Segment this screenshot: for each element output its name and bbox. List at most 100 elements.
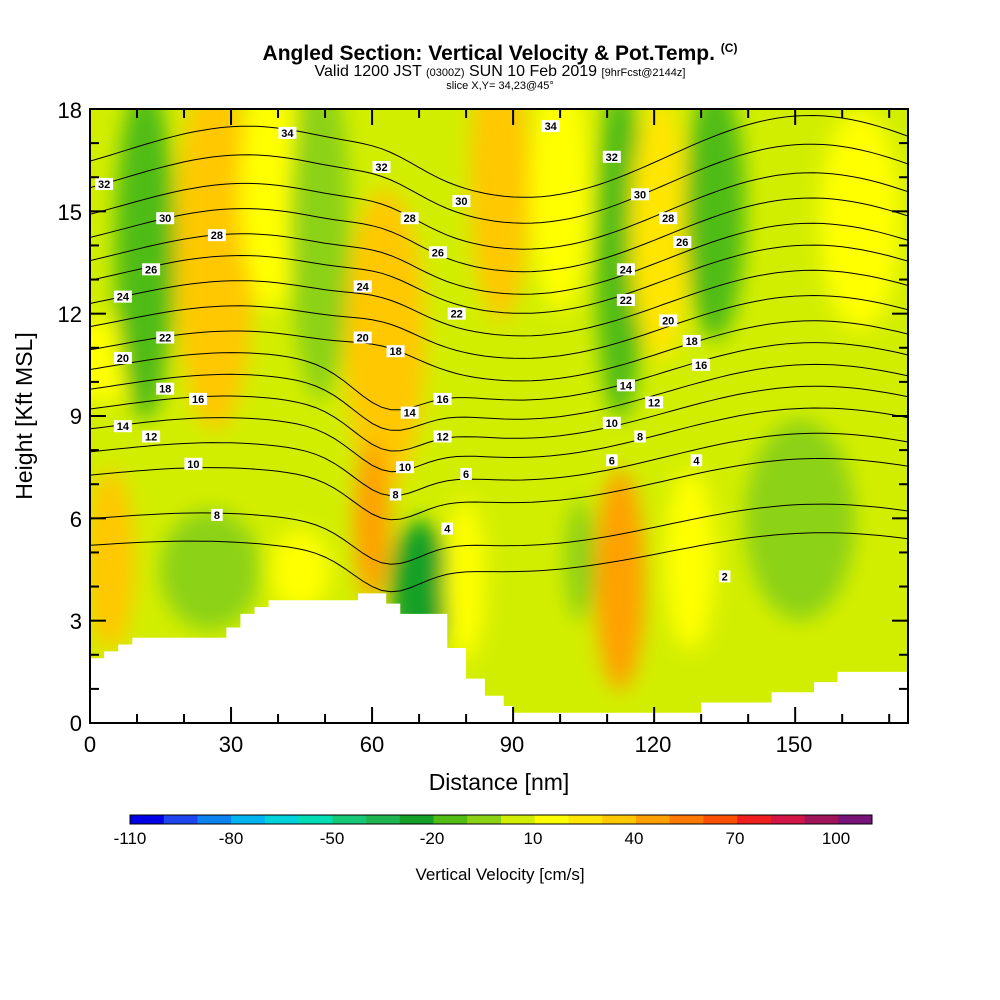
colorbar-swatch bbox=[669, 815, 704, 824]
theta-contour-line bbox=[90, 244, 908, 314]
vv-cell-negative-valley bbox=[565, 500, 595, 620]
colorbar-swatch bbox=[264, 815, 299, 824]
colorbar-swatch bbox=[635, 815, 670, 824]
contour-label-bg bbox=[156, 331, 175, 344]
contour-label: 14 bbox=[117, 421, 130, 433]
y-tick-label: 15 bbox=[58, 200, 82, 225]
theta-contour-line bbox=[90, 407, 908, 473]
vv-cell-negative-far bbox=[745, 420, 855, 620]
y-tick-label: 6 bbox=[70, 507, 82, 532]
contour-label-bg bbox=[113, 290, 132, 303]
contour-label-bg bbox=[634, 430, 646, 443]
contour-label-bg bbox=[682, 335, 701, 347]
colorbar-swatch bbox=[298, 815, 333, 824]
colorbar-swatch bbox=[130, 815, 165, 824]
colorbar-swatch bbox=[770, 815, 805, 824]
contour-label: 6 bbox=[609, 455, 615, 467]
colorbar-label: -50 bbox=[320, 829, 345, 848]
colorbar-label: -110 bbox=[114, 829, 147, 848]
contour-label: 8 bbox=[393, 490, 399, 502]
contour-label-bg bbox=[602, 416, 621, 429]
vv-cell-downdraft bbox=[115, 109, 175, 420]
contour-label: 28 bbox=[404, 213, 416, 225]
theta-contour-line bbox=[90, 114, 908, 198]
colorbar-frame bbox=[129, 814, 873, 825]
contour-label-bg bbox=[400, 212, 419, 225]
contour-label-bg bbox=[184, 457, 203, 470]
colorbar-swatch bbox=[703, 815, 738, 824]
vv-cell-updraft-east bbox=[470, 109, 530, 320]
contour-label-bg bbox=[142, 263, 161, 276]
theta-contour-line bbox=[90, 503, 908, 565]
contour-label: 26 bbox=[145, 264, 157, 276]
colorbar-labels: -110 -80 -50 -20 10 40 70 100 bbox=[114, 829, 851, 848]
contour-label-bg bbox=[692, 358, 711, 371]
contour-label-bg bbox=[606, 454, 618, 467]
x-tick-label: 90 bbox=[500, 732, 524, 757]
contour-label: 24 bbox=[357, 281, 370, 293]
subtitle-forecast: [9hrFcst@2144z] bbox=[601, 67, 686, 79]
contour-label-bg bbox=[616, 294, 635, 306]
colorbar-swatch bbox=[602, 815, 637, 824]
vv-cell-positive-low bbox=[270, 530, 330, 610]
contour-label-bg bbox=[400, 406, 419, 419]
contour-label-bg bbox=[616, 263, 635, 276]
theta-contours bbox=[90, 114, 908, 593]
contour-label-bg bbox=[690, 454, 703, 467]
contour-label-bg bbox=[396, 461, 414, 474]
theta-contour-line bbox=[90, 197, 908, 273]
contour-label-bg bbox=[718, 570, 731, 583]
contour-label-bg bbox=[452, 195, 471, 208]
contour-label: 30 bbox=[159, 213, 171, 225]
vv-cell-updraft bbox=[175, 109, 255, 430]
plot-area: 3230282624222018161412108343228262422201… bbox=[90, 109, 908, 723]
vv-cell-updraft-valley bbox=[595, 470, 645, 690]
chart-title-unit: (C) bbox=[720, 41, 738, 55]
terrain-mask bbox=[90, 593, 908, 723]
vv-cell-negative-upper bbox=[290, 109, 350, 400]
chart-title-text: Angled Section: Vertical Velocity & Pot.… bbox=[262, 42, 715, 65]
axis-ticks bbox=[89, 108, 908, 724]
colorbar-swatch bbox=[737, 815, 772, 824]
subtitle-valid: Valid 1200 JST bbox=[314, 63, 422, 80]
contour-label: 12 bbox=[436, 432, 448, 444]
colorbar-swatch bbox=[568, 815, 603, 824]
colorbar-swatch bbox=[838, 815, 873, 824]
contour-label-bg bbox=[428, 246, 447, 259]
x-axis-tick-labels: 0 30 60 90 120 150 bbox=[84, 732, 812, 757]
colorbar-swatch bbox=[366, 815, 401, 824]
chart-subtitle: Valid 1200 JST (0300Z) SUN 10 Feb 2019 [… bbox=[0, 64, 1000, 81]
theta-contour-line bbox=[90, 320, 908, 382]
vv-cell-positive-lee bbox=[445, 500, 485, 660]
vv-cell-updraft-low bbox=[90, 470, 135, 650]
contour-label: 18 bbox=[159, 384, 171, 396]
contour-label: 10 bbox=[399, 462, 411, 474]
contour-label-bg bbox=[659, 212, 678, 225]
contour-label-bg bbox=[673, 236, 692, 248]
contour-label: 22 bbox=[451, 309, 463, 321]
colorbar-swatch bbox=[163, 815, 198, 824]
x-tick-label: 150 bbox=[776, 732, 813, 757]
chart-title: Angled Section: Vertical Velocity & Pot.… bbox=[0, 36, 1000, 66]
contour-label: 18 bbox=[389, 346, 401, 358]
contour-label: 8 bbox=[214, 510, 220, 522]
contour-label-bg bbox=[433, 392, 452, 405]
contour-label: 16 bbox=[436, 394, 448, 406]
contour-label: 26 bbox=[432, 247, 444, 259]
contour-label-bg bbox=[189, 392, 208, 405]
theta-contour-line bbox=[90, 363, 908, 431]
theta-contour-line bbox=[90, 294, 908, 359]
contour-label-bg bbox=[616, 379, 635, 392]
theta-contour-line bbox=[90, 432, 908, 497]
colorbar-swatch bbox=[399, 815, 434, 824]
contour-label: 28 bbox=[662, 213, 674, 225]
y-tick-label: 18 bbox=[58, 98, 82, 123]
colorbar-label: -80 bbox=[219, 829, 244, 848]
theta-contour-line bbox=[90, 458, 908, 521]
vv-cell-positive-valley bbox=[665, 470, 715, 650]
contour-label: 26 bbox=[676, 237, 688, 249]
colorbar-swatch bbox=[501, 815, 536, 824]
y-axis-tick-labels: 0 3 6 9 12 15 18 bbox=[58, 98, 82, 736]
contour-label: 28 bbox=[211, 230, 223, 242]
contour-label: 32 bbox=[98, 179, 110, 191]
